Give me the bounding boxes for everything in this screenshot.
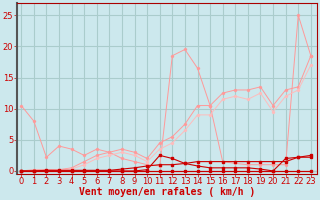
X-axis label: Vent moyen/en rafales ( km/h ): Vent moyen/en rafales ( km/h ) (79, 187, 255, 197)
